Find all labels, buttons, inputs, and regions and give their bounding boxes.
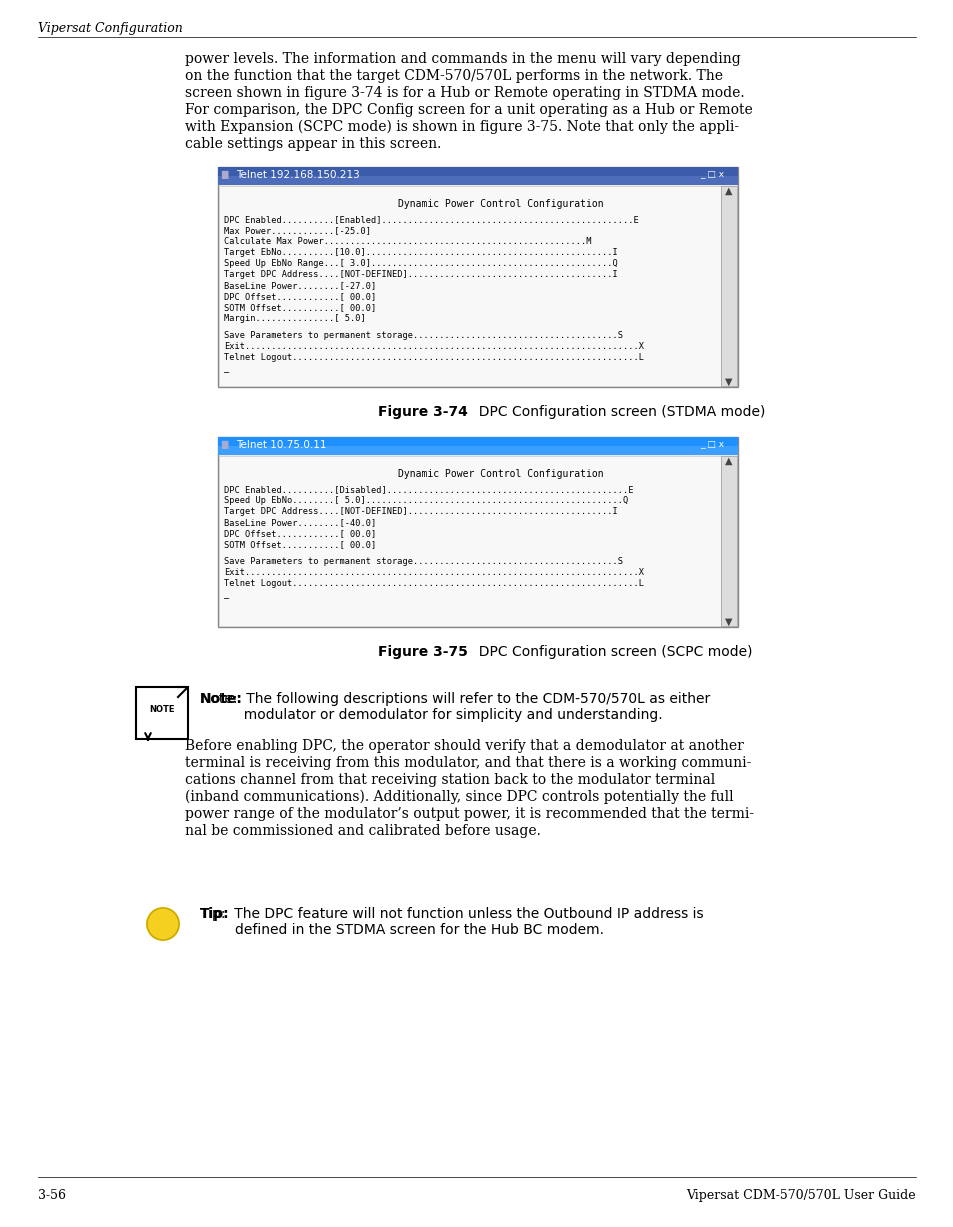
- Text: For comparison, the DPC Config screen for a unit operating as a Hub or Remote: For comparison, the DPC Config screen fo…: [185, 103, 752, 117]
- Text: Telnet Logout..................................................................L: Telnet Logout...........................…: [224, 353, 643, 362]
- Text: _ □ x: _ □ x: [700, 171, 723, 179]
- Text: █: █: [221, 440, 227, 449]
- Text: on the function that the target CDM-570/570L performs in the network. The: on the function that the target CDM-570/…: [185, 69, 722, 83]
- Text: Calculate Max Power..................................................M: Calculate Max Power.....................…: [224, 237, 591, 245]
- Text: Max Power............[-25.0]: Max Power............[-25.0]: [224, 226, 371, 236]
- Text: DPC Offset............[ 00.0]: DPC Offset............[ 00.0]: [224, 529, 375, 537]
- Text: Exit...........................................................................X: Exit....................................…: [224, 342, 643, 351]
- Text: with Expansion (SCPC mode) is shown in figure 3-75. Note that only the appli-: with Expansion (SCPC mode) is shown in f…: [185, 120, 739, 135]
- Text: Figure 3-74: Figure 3-74: [377, 405, 468, 418]
- FancyBboxPatch shape: [218, 175, 738, 185]
- Text: Vipersat CDM-570/570L User Guide: Vipersat CDM-570/570L User Guide: [685, 1189, 915, 1202]
- Text: NOTE: NOTE: [149, 704, 174, 713]
- Text: Telnet 192.168.150.213: Telnet 192.168.150.213: [235, 171, 359, 180]
- Text: Save Parameters to permanent storage.......................................S: Save Parameters to permanent storage....…: [224, 331, 622, 340]
- Text: 3-56: 3-56: [38, 1189, 66, 1202]
- Text: modulator or demodulator for simplicity and understanding.: modulator or demodulator for simplicity …: [200, 708, 662, 721]
- FancyBboxPatch shape: [218, 167, 738, 387]
- Text: DPC Configuration screen (SCPC mode): DPC Configuration screen (SCPC mode): [470, 645, 752, 659]
- FancyBboxPatch shape: [136, 687, 188, 739]
- Text: Save Parameters to permanent storage.......................................S: Save Parameters to permanent storage....…: [224, 557, 622, 566]
- Text: ▲: ▲: [724, 456, 732, 466]
- Text: defined in the STDMA screen for the Hub BC modem.: defined in the STDMA screen for the Hub …: [200, 923, 603, 937]
- Text: Dynamic Power Control Configuration: Dynamic Power Control Configuration: [397, 199, 603, 209]
- Text: DPC Offset............[ 00.0]: DPC Offset............[ 00.0]: [224, 292, 375, 301]
- Text: Note:  The following descriptions will refer to the CDM-570/570L as either: Note: The following descriptions will re…: [200, 692, 709, 706]
- Text: power levels. The information and commands in the menu will vary depending: power levels. The information and comman…: [185, 52, 740, 66]
- Text: Target DPC Address....[NOT-DEFINED].......................................I: Target DPC Address....[NOT-DEFINED].....…: [224, 507, 618, 517]
- Text: ▲: ▲: [724, 187, 732, 196]
- Text: Tip:: Tip:: [200, 907, 230, 921]
- Text: Target DPC Address....[NOT-DEFINED].......................................I: Target DPC Address....[NOT-DEFINED].....…: [224, 270, 618, 279]
- FancyBboxPatch shape: [219, 456, 720, 626]
- Text: Before enabling DPC, the operator should verify that a demodulator at another: Before enabling DPC, the operator should…: [185, 739, 743, 753]
- FancyBboxPatch shape: [219, 187, 720, 387]
- Text: terminal is receiving from this modulator, and that there is a working communi-: terminal is receiving from this modulato…: [185, 756, 751, 771]
- Text: Note:: Note:: [200, 692, 243, 706]
- Text: Exit...........................................................................X: Exit....................................…: [224, 568, 643, 577]
- Text: Vipersat Configuration: Vipersat Configuration: [38, 22, 183, 36]
- Text: BaseLine Power........[-27.0]: BaseLine Power........[-27.0]: [224, 281, 375, 290]
- FancyBboxPatch shape: [720, 456, 737, 626]
- Text: cations channel from that receiving station back to the modulator terminal: cations channel from that receiving stat…: [185, 773, 715, 787]
- Text: Figure 3-75: Figure 3-75: [377, 645, 468, 659]
- Text: Speed Up EbNo Range...[ 3.0]..............................................Q: Speed Up EbNo Range...[ 3.0]............…: [224, 259, 618, 267]
- Text: _: _: [224, 590, 229, 599]
- Text: (inband communications). Additionally, since DPC controls potentially the full: (inband communications). Additionally, s…: [185, 790, 733, 805]
- FancyBboxPatch shape: [218, 437, 738, 627]
- Text: screen shown in figure 3-74 is for a Hub or Remote operating in STDMA mode.: screen shown in figure 3-74 is for a Hub…: [185, 86, 744, 99]
- Text: Telnet Logout..................................................................L: Telnet Logout...........................…: [224, 579, 643, 588]
- Text: DPC Configuration screen (STDMA mode): DPC Configuration screen (STDMA mode): [470, 405, 764, 418]
- Text: ▼: ▼: [724, 617, 732, 627]
- Text: Target EbNo..........[10.0]...............................................I: Target EbNo..........[10.0].............…: [224, 248, 618, 256]
- Text: DPC Enabled..........[Disabled]..............................................E: DPC Enabled..........[Disabled].........…: [224, 485, 633, 494]
- Text: _ □ x: _ □ x: [700, 440, 723, 449]
- Text: ▼: ▼: [724, 377, 732, 387]
- Text: SOTM Offset...........[ 00.0]: SOTM Offset...........[ 00.0]: [224, 540, 375, 548]
- FancyBboxPatch shape: [218, 437, 738, 455]
- Text: SOTM Offset...........[ 00.0]: SOTM Offset...........[ 00.0]: [224, 303, 375, 312]
- Text: Speed Up EbNo........[ 5.0].................................................Q: Speed Up EbNo........[ 5.0].............…: [224, 496, 628, 506]
- Text: █: █: [221, 171, 227, 179]
- Circle shape: [147, 908, 179, 940]
- Text: nal be commissioned and calibrated before usage.: nal be commissioned and calibrated befor…: [185, 825, 540, 838]
- Text: _: _: [224, 364, 229, 373]
- Text: Telnet 10.75.0.11: Telnet 10.75.0.11: [235, 440, 326, 450]
- Text: Margin...............[ 5.0]: Margin...............[ 5.0]: [224, 314, 365, 323]
- FancyBboxPatch shape: [218, 167, 738, 185]
- Text: DPC Enabled..........[Enabled]................................................E: DPC Enabled..........[Enabled]..........…: [224, 215, 639, 225]
- Text: power range of the modulator’s output power, it is recommended that the termi-: power range of the modulator’s output po…: [185, 807, 753, 821]
- Text: Dynamic Power Control Configuration: Dynamic Power Control Configuration: [397, 469, 603, 479]
- FancyBboxPatch shape: [720, 187, 737, 387]
- Text: BaseLine Power........[-40.0]: BaseLine Power........[-40.0]: [224, 518, 375, 528]
- Text: Tip:  The DPC feature will not function unless the Outbound IP address is: Tip: The DPC feature will not function u…: [200, 907, 703, 921]
- FancyBboxPatch shape: [218, 445, 738, 455]
- Text: cable settings appear in this screen.: cable settings appear in this screen.: [185, 137, 441, 151]
